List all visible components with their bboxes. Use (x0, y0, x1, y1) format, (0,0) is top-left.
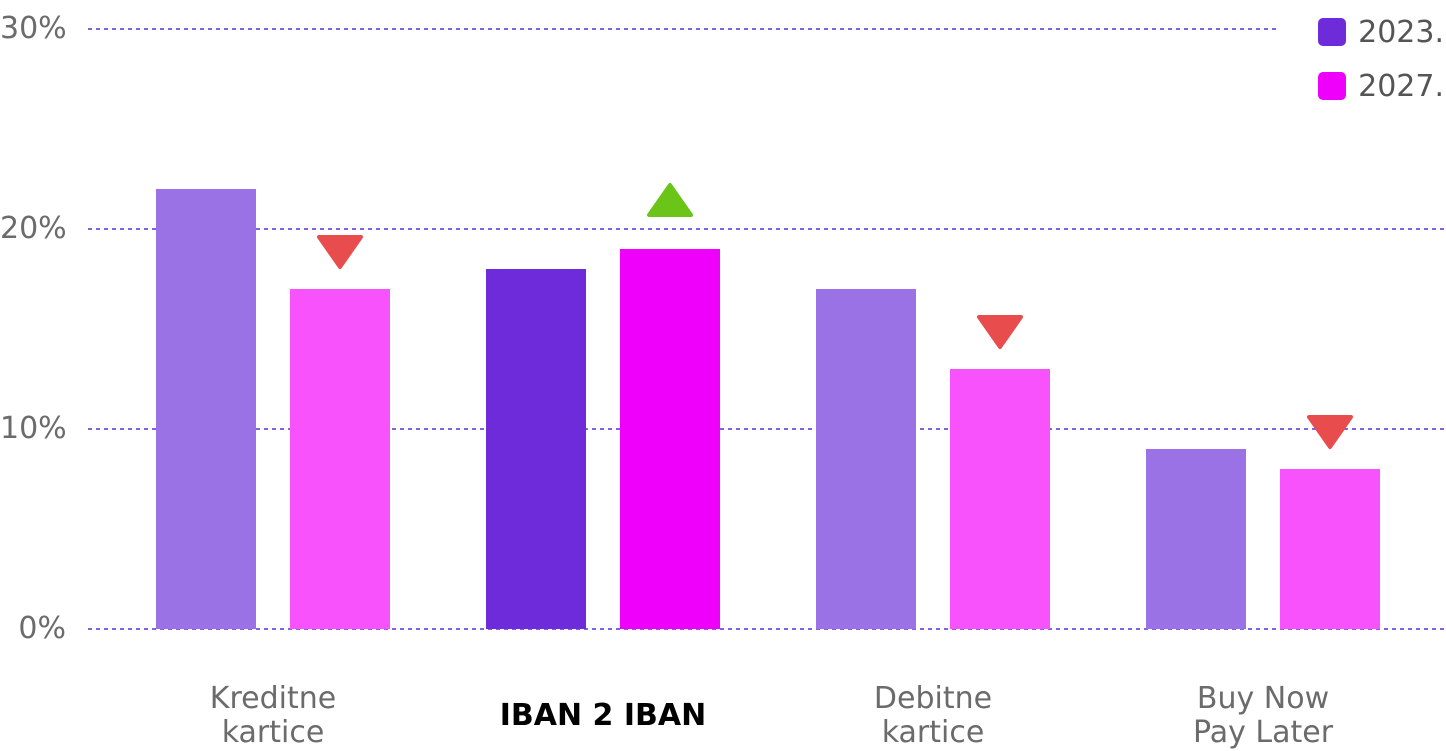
increase-arrow-icon (647, 183, 693, 217)
y-tick-label: 0% (18, 611, 66, 646)
bar-2023-1 (486, 269, 586, 629)
decrease-arrow-icon (317, 235, 363, 269)
x-category-label: Kreditne kartice (209, 681, 337, 750)
legend-swatch-2023 (1318, 18, 1347, 46)
bar-2027-3 (1280, 469, 1380, 629)
legend-item-2027: 2027. (1318, 68, 1444, 104)
legend-label-2023: 2023. (1358, 14, 1444, 50)
bar-2027-1 (620, 249, 720, 629)
bar-2023-2 (816, 289, 916, 629)
y-tick-label: 20% (0, 211, 67, 246)
bar-2027-2 (950, 369, 1050, 629)
legend-swatch-2027 (1318, 72, 1347, 100)
bar-2023-3 (1146, 449, 1246, 629)
legend-label-2027: 2027. (1358, 68, 1444, 104)
y-tick-label: 30% (0, 11, 67, 46)
legend-item-2023: 2023. (1318, 14, 1444, 50)
x-category-label: Debitne kartice (873, 681, 993, 750)
bar-2027-0 (290, 289, 390, 629)
x-category-label: Buy Now Pay Later (1192, 681, 1334, 750)
x-category-label: IBAN 2 IBAN (499, 698, 707, 733)
decrease-arrow-icon (1307, 415, 1353, 449)
decrease-arrow-icon (977, 315, 1023, 349)
bar-2023-0 (156, 189, 256, 629)
y-tick-label: 10% (0, 411, 67, 446)
